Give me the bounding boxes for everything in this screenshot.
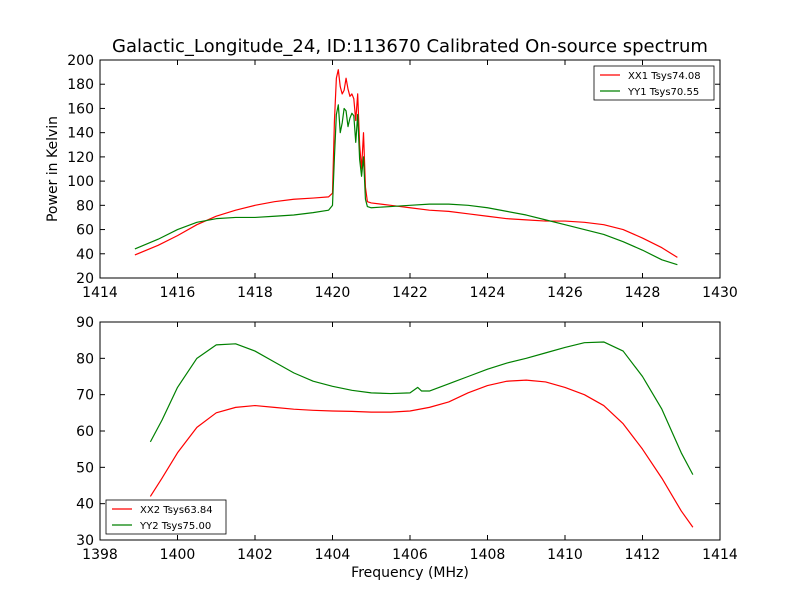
- legend-box: [105, 499, 227, 535]
- top-spectrum-panel: 1414 1416 1418 1420 1422 1424 1426 1428 1430 20 40…: [67, 53, 738, 301]
- figure-title: Galactic_Longitude_24, ID:113670 Calibra…: [112, 36, 708, 57]
- y-tick-label: 160: [67, 101, 94, 117]
- x-tick-label: 1410: [547, 547, 583, 563]
- series-line-0-1: [134, 104, 678, 266]
- y-tick-label: 80: [76, 351, 94, 367]
- x-tick-label: 1408: [470, 547, 506, 563]
- x-tick-label: 1428: [625, 285, 661, 301]
- x-tick-label: 1406: [392, 547, 428, 563]
- y-axis-label: Power in Kelvin: [45, 116, 61, 222]
- y-tick-label: 140: [67, 126, 94, 142]
- y-tick-label: 60: [76, 223, 94, 239]
- legend-label: YY2 Tsys75.00: [139, 521, 211, 532]
- x-tick-label: 1412: [625, 547, 661, 563]
- legend-box: [593, 65, 715, 101]
- x-tick-label: 1398: [82, 547, 118, 563]
- legend-label: XX1 Tsys74.08: [628, 71, 701, 82]
- y-tick-label: 120: [67, 150, 94, 166]
- y-tick-label: 40: [76, 247, 94, 263]
- x-tick-label: 1414: [82, 285, 118, 301]
- x-tick-label: 1404: [315, 547, 351, 563]
- legend-label: XX2 Tsys63.84: [140, 505, 213, 516]
- x-tick-label: 1414: [702, 547, 738, 563]
- y-tick-label: 50: [76, 460, 94, 476]
- series-line-1-1: [149, 341, 694, 475]
- y-tick-label: 70: [76, 388, 94, 404]
- y-tick-label: 90: [76, 315, 94, 331]
- x-tick-label: 1420: [315, 285, 351, 301]
- bottom-spectrum-panel: 1398 1400 1402 1404 1406 1408 1410 1412 1414 30 40…: [76, 315, 738, 563]
- x-tick-label: 1402: [237, 547, 273, 563]
- x-tick-label: 1430: [702, 285, 738, 301]
- y-tick-label: 200: [67, 53, 94, 69]
- x-axis-label: Frequency (MHz): [351, 565, 469, 581]
- y-tick-label: 20: [76, 271, 94, 287]
- y-tick-label: 100: [67, 174, 94, 190]
- legend-label: YY1 Tsys70.55: [627, 87, 699, 98]
- y-tick-label: 40: [76, 497, 94, 513]
- x-tick-label: 1400: [160, 547, 196, 563]
- x-tick-label: 1422: [392, 285, 428, 301]
- x-tick-label: 1424: [470, 285, 506, 301]
- x-tick-label: 1416: [160, 285, 196, 301]
- series-line-1-0: [149, 379, 694, 528]
- x-tick-label: 1418: [237, 285, 273, 301]
- y-tick-label: 30: [76, 533, 94, 549]
- y-tick-label: 180: [67, 77, 94, 93]
- y-tick-label: 60: [76, 424, 94, 440]
- y-tick-label: 80: [76, 198, 94, 214]
- x-tick-label: 1426: [547, 285, 583, 301]
- series-line-0-0: [134, 69, 678, 258]
